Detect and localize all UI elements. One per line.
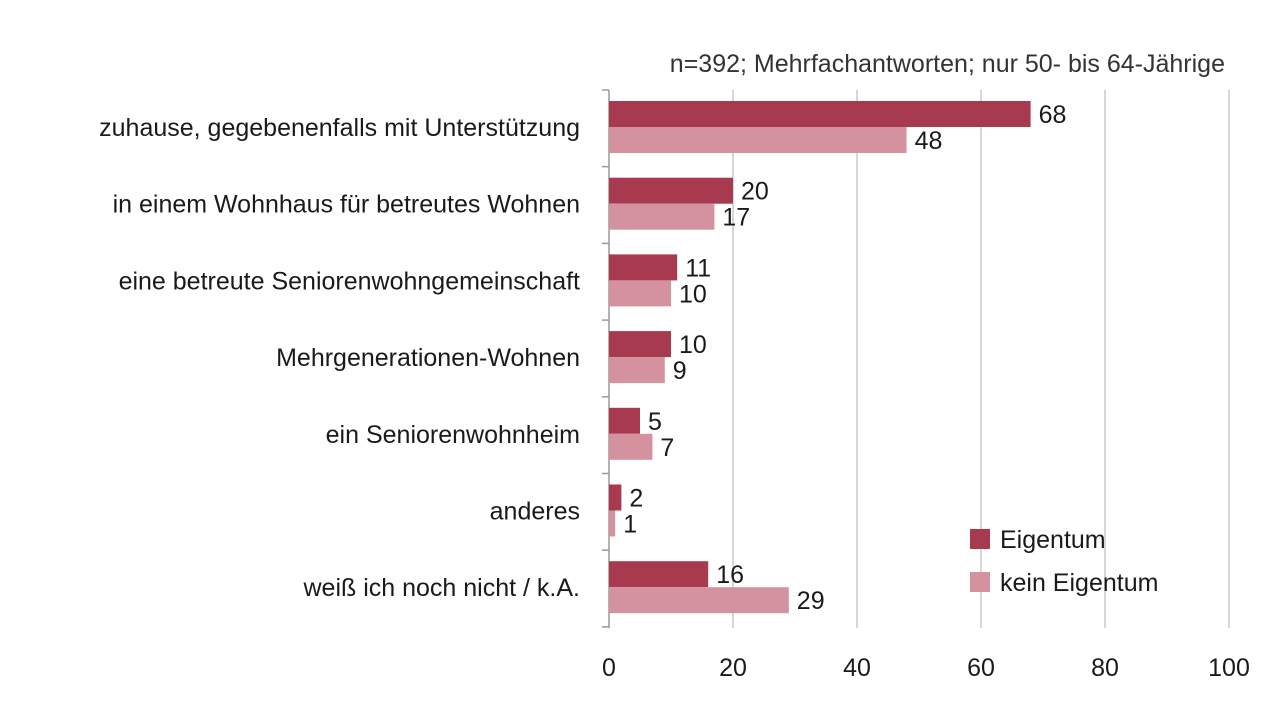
x-tick-label: 20 (719, 654, 747, 682)
data-label: 10 (679, 331, 707, 359)
bar (609, 484, 622, 511)
x-tick-label: 0 (602, 654, 616, 682)
x-tick-label: 80 (1091, 654, 1119, 682)
data-label: 16 (716, 561, 744, 589)
bar (609, 254, 678, 281)
bar (609, 433, 653, 460)
category-label: weiß ich noch nicht / k.A. (302, 574, 580, 602)
data-label: 10 (679, 280, 707, 308)
x-tick-label: 60 (967, 654, 995, 682)
legend: Eigentum kein Eigentum (970, 526, 1158, 597)
data-label: 1 (623, 511, 637, 539)
category-label: ein Seniorenwohnheim (326, 421, 580, 449)
data-label: 17 (722, 204, 750, 232)
bar (609, 587, 789, 614)
data-label: 29 (797, 587, 825, 615)
bar (609, 357, 665, 384)
bar (609, 280, 671, 307)
data-label: 7 (660, 434, 674, 462)
legend-swatch (970, 572, 990, 592)
category-label: anderes (490, 498, 580, 526)
bar (609, 407, 640, 434)
category-label: eine betreute Seniorenwohngemeinschaft (119, 267, 580, 295)
bar (609, 561, 709, 588)
x-tick-label: 100 (1208, 654, 1250, 682)
x-tick-label: 40 (843, 654, 871, 682)
bar (609, 510, 616, 537)
bar (609, 203, 715, 230)
legend-swatch (970, 529, 990, 549)
category-label: zuhause, gegebenenfalls mit Unterstützun… (99, 114, 580, 142)
bar (609, 177, 733, 204)
data-label: 48 (915, 127, 943, 155)
category-label: Mehrgenerationen-Wohnen (276, 344, 580, 372)
data-label: 5 (648, 408, 662, 436)
data-label: 9 (673, 357, 687, 385)
bar (609, 101, 1031, 127)
labels: 0 20 40 60 80 100 68 48 zuhause, gegebenenfalls … (99, 101, 1250, 682)
data-label: 20 (741, 178, 769, 206)
legend-label: Eigentum (1000, 526, 1106, 554)
legend-label: kein Eigentum (1000, 569, 1158, 597)
bars (609, 101, 1031, 614)
bar (609, 127, 907, 153)
category-label: in einem Wohnhaus für betreutes Wohnen (113, 191, 580, 219)
data-label: 68 (1039, 101, 1067, 129)
data-label: 11 (685, 254, 711, 282)
data-label: 2 (629, 485, 643, 513)
chart-note: n=392; Mehrfachantworten; nur 50- bis 64… (670, 50, 1225, 78)
bar (609, 331, 671, 358)
